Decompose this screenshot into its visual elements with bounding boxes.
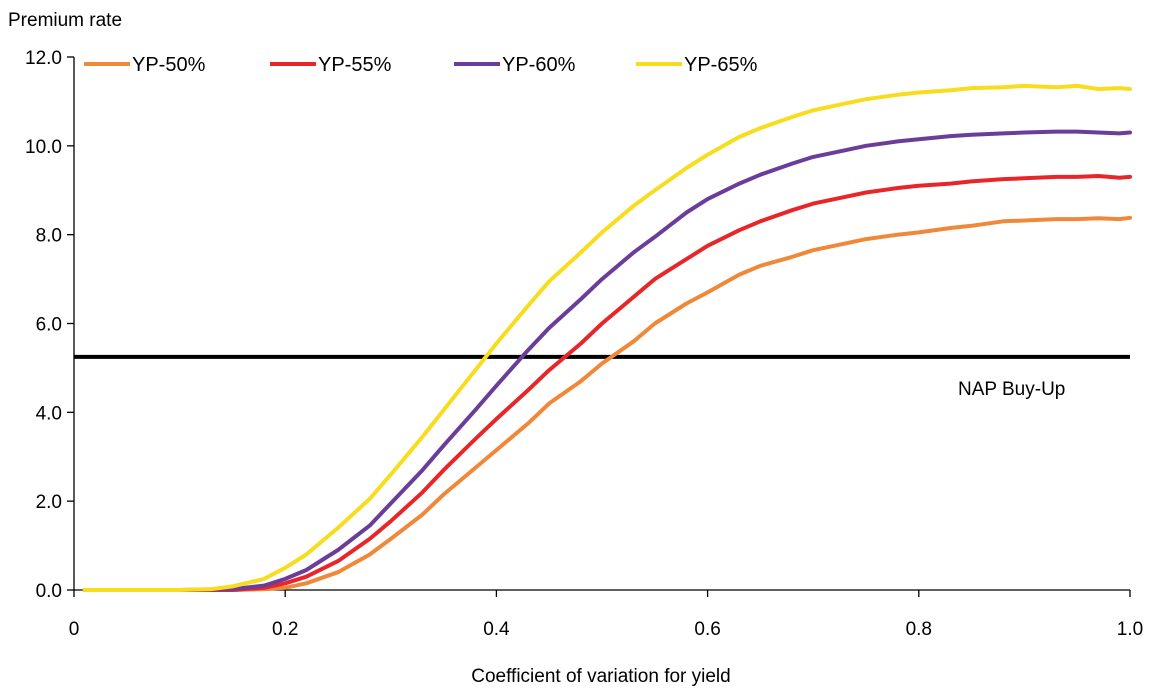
series-line-yp-65-: [82, 83, 1132, 592]
x-axis-title: Coefficient of variation for yield: [471, 666, 730, 687]
x-tick-label: 0.6: [694, 619, 720, 640]
series-line-yp-60-: [82, 129, 1132, 592]
series-line-yp-55-: [82, 174, 1132, 592]
y-tick-label: 0.0: [36, 581, 62, 602]
y-tick-label: 2.0: [36, 492, 62, 513]
legend-label: YP-60%: [502, 54, 576, 76]
y-tick-label: 8.0: [36, 226, 62, 247]
x-tick-label: 1.0: [1117, 619, 1143, 640]
legend-label: YP-50%: [132, 54, 206, 76]
x-tick-label: 0.8: [906, 619, 932, 640]
legend-label: YP-55%: [318, 54, 392, 76]
y-tick-label: 10.0: [25, 137, 62, 158]
x-tick-label: 0: [69, 619, 80, 640]
x-tick-label: 0.2: [272, 619, 298, 640]
series-line-yp-50-: [82, 215, 1132, 592]
x-tick-label: 0.4: [483, 619, 510, 640]
legend-label: YP-65%: [684, 54, 758, 76]
plot-area: 0.0 2.0 4.0 6.0 8.0 10.0 12.0 0 0.2 0.4 0.6 0.8 1.0 N…: [25, 48, 1143, 640]
y-tick-label: 6.0: [36, 315, 62, 336]
y-axis-title: Premium rate: [8, 10, 122, 31]
y-tick-label: 4.0: [36, 403, 62, 424]
y-tick-label: 12.0: [25, 48, 62, 69]
nap-buy-up-label: NAP Buy-Up: [958, 379, 1065, 400]
